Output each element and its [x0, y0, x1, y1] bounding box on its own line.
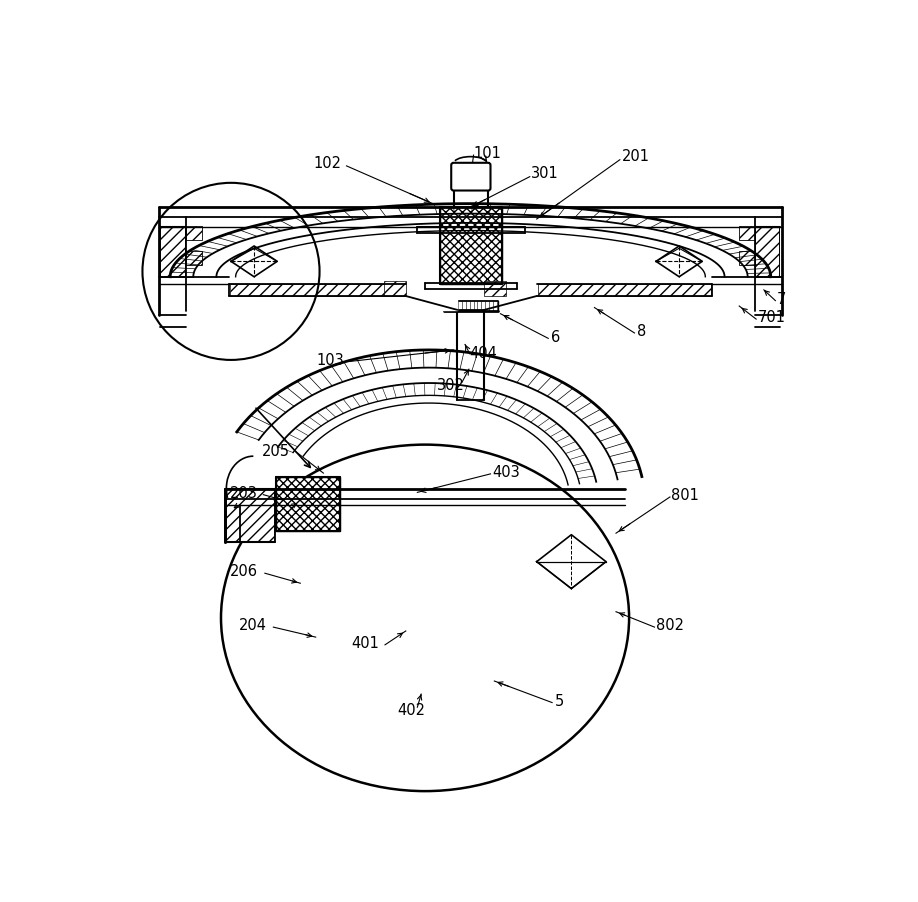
Bar — [276, 477, 341, 531]
FancyBboxPatch shape — [452, 163, 490, 191]
Text: 403: 403 — [492, 465, 520, 480]
Text: 204: 204 — [240, 618, 267, 632]
Polygon shape — [406, 297, 457, 310]
Text: 103: 103 — [317, 353, 344, 368]
Bar — [538, 285, 711, 297]
Bar — [160, 227, 185, 278]
Text: 802: 802 — [656, 618, 684, 632]
Text: 701: 701 — [757, 310, 786, 325]
Bar — [441, 208, 502, 285]
Text: 102: 102 — [314, 156, 341, 171]
Bar — [230, 285, 404, 297]
Text: 101: 101 — [474, 145, 501, 161]
Bar — [755, 227, 779, 278]
Text: 7: 7 — [777, 291, 787, 307]
Bar — [485, 281, 506, 297]
Bar — [186, 252, 202, 266]
Bar — [739, 252, 755, 266]
Text: 201: 201 — [621, 149, 649, 164]
Bar — [385, 281, 406, 297]
Text: 302: 302 — [437, 378, 465, 392]
Text: 6: 6 — [551, 330, 560, 345]
Text: 401: 401 — [351, 635, 379, 650]
Text: 801: 801 — [671, 488, 700, 502]
Text: 203: 203 — [230, 485, 258, 501]
Text: 205: 205 — [263, 443, 290, 458]
Text: 404: 404 — [470, 345, 498, 360]
Bar — [186, 226, 202, 241]
Text: 206: 206 — [230, 564, 258, 579]
Text: 8: 8 — [637, 324, 646, 339]
Text: 402: 402 — [397, 703, 425, 717]
Bar — [739, 226, 755, 241]
Bar — [226, 489, 274, 543]
Text: 5: 5 — [554, 693, 564, 708]
Text: 301: 301 — [532, 166, 559, 181]
